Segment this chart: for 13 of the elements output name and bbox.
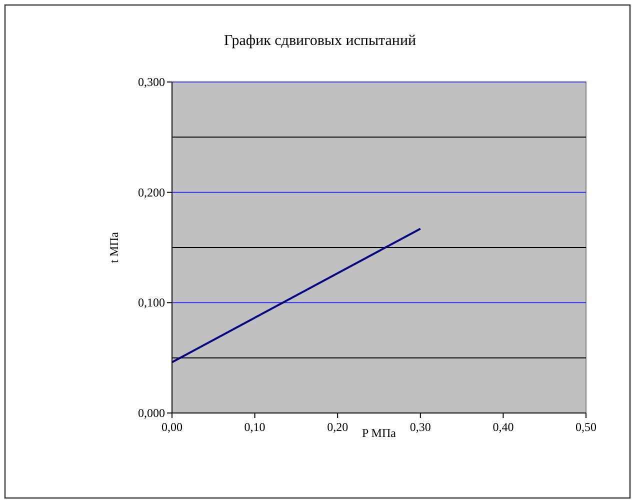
y-tick-label: 0,000 [138, 406, 165, 420]
chart-title: График сдвиговых испытаний [224, 33, 416, 49]
x-tick-label: 0,40 [492, 420, 514, 434]
x-tick-label: 0,00 [162, 420, 182, 434]
x-tick-label: 0,50 [576, 420, 596, 434]
x-tick-label: 0,30 [410, 420, 431, 434]
y-axis-title: t МПа [107, 231, 121, 263]
x-tick-label: 0,10 [244, 420, 266, 434]
x-axis-title: P МПа [362, 426, 397, 440]
y-tick-label: 0,100 [138, 296, 165, 310]
y-tick-label: 0,200 [138, 185, 165, 200]
y-tick-label: 0,300 [138, 75, 165, 89]
x-tick-label: 0,20 [327, 420, 348, 434]
